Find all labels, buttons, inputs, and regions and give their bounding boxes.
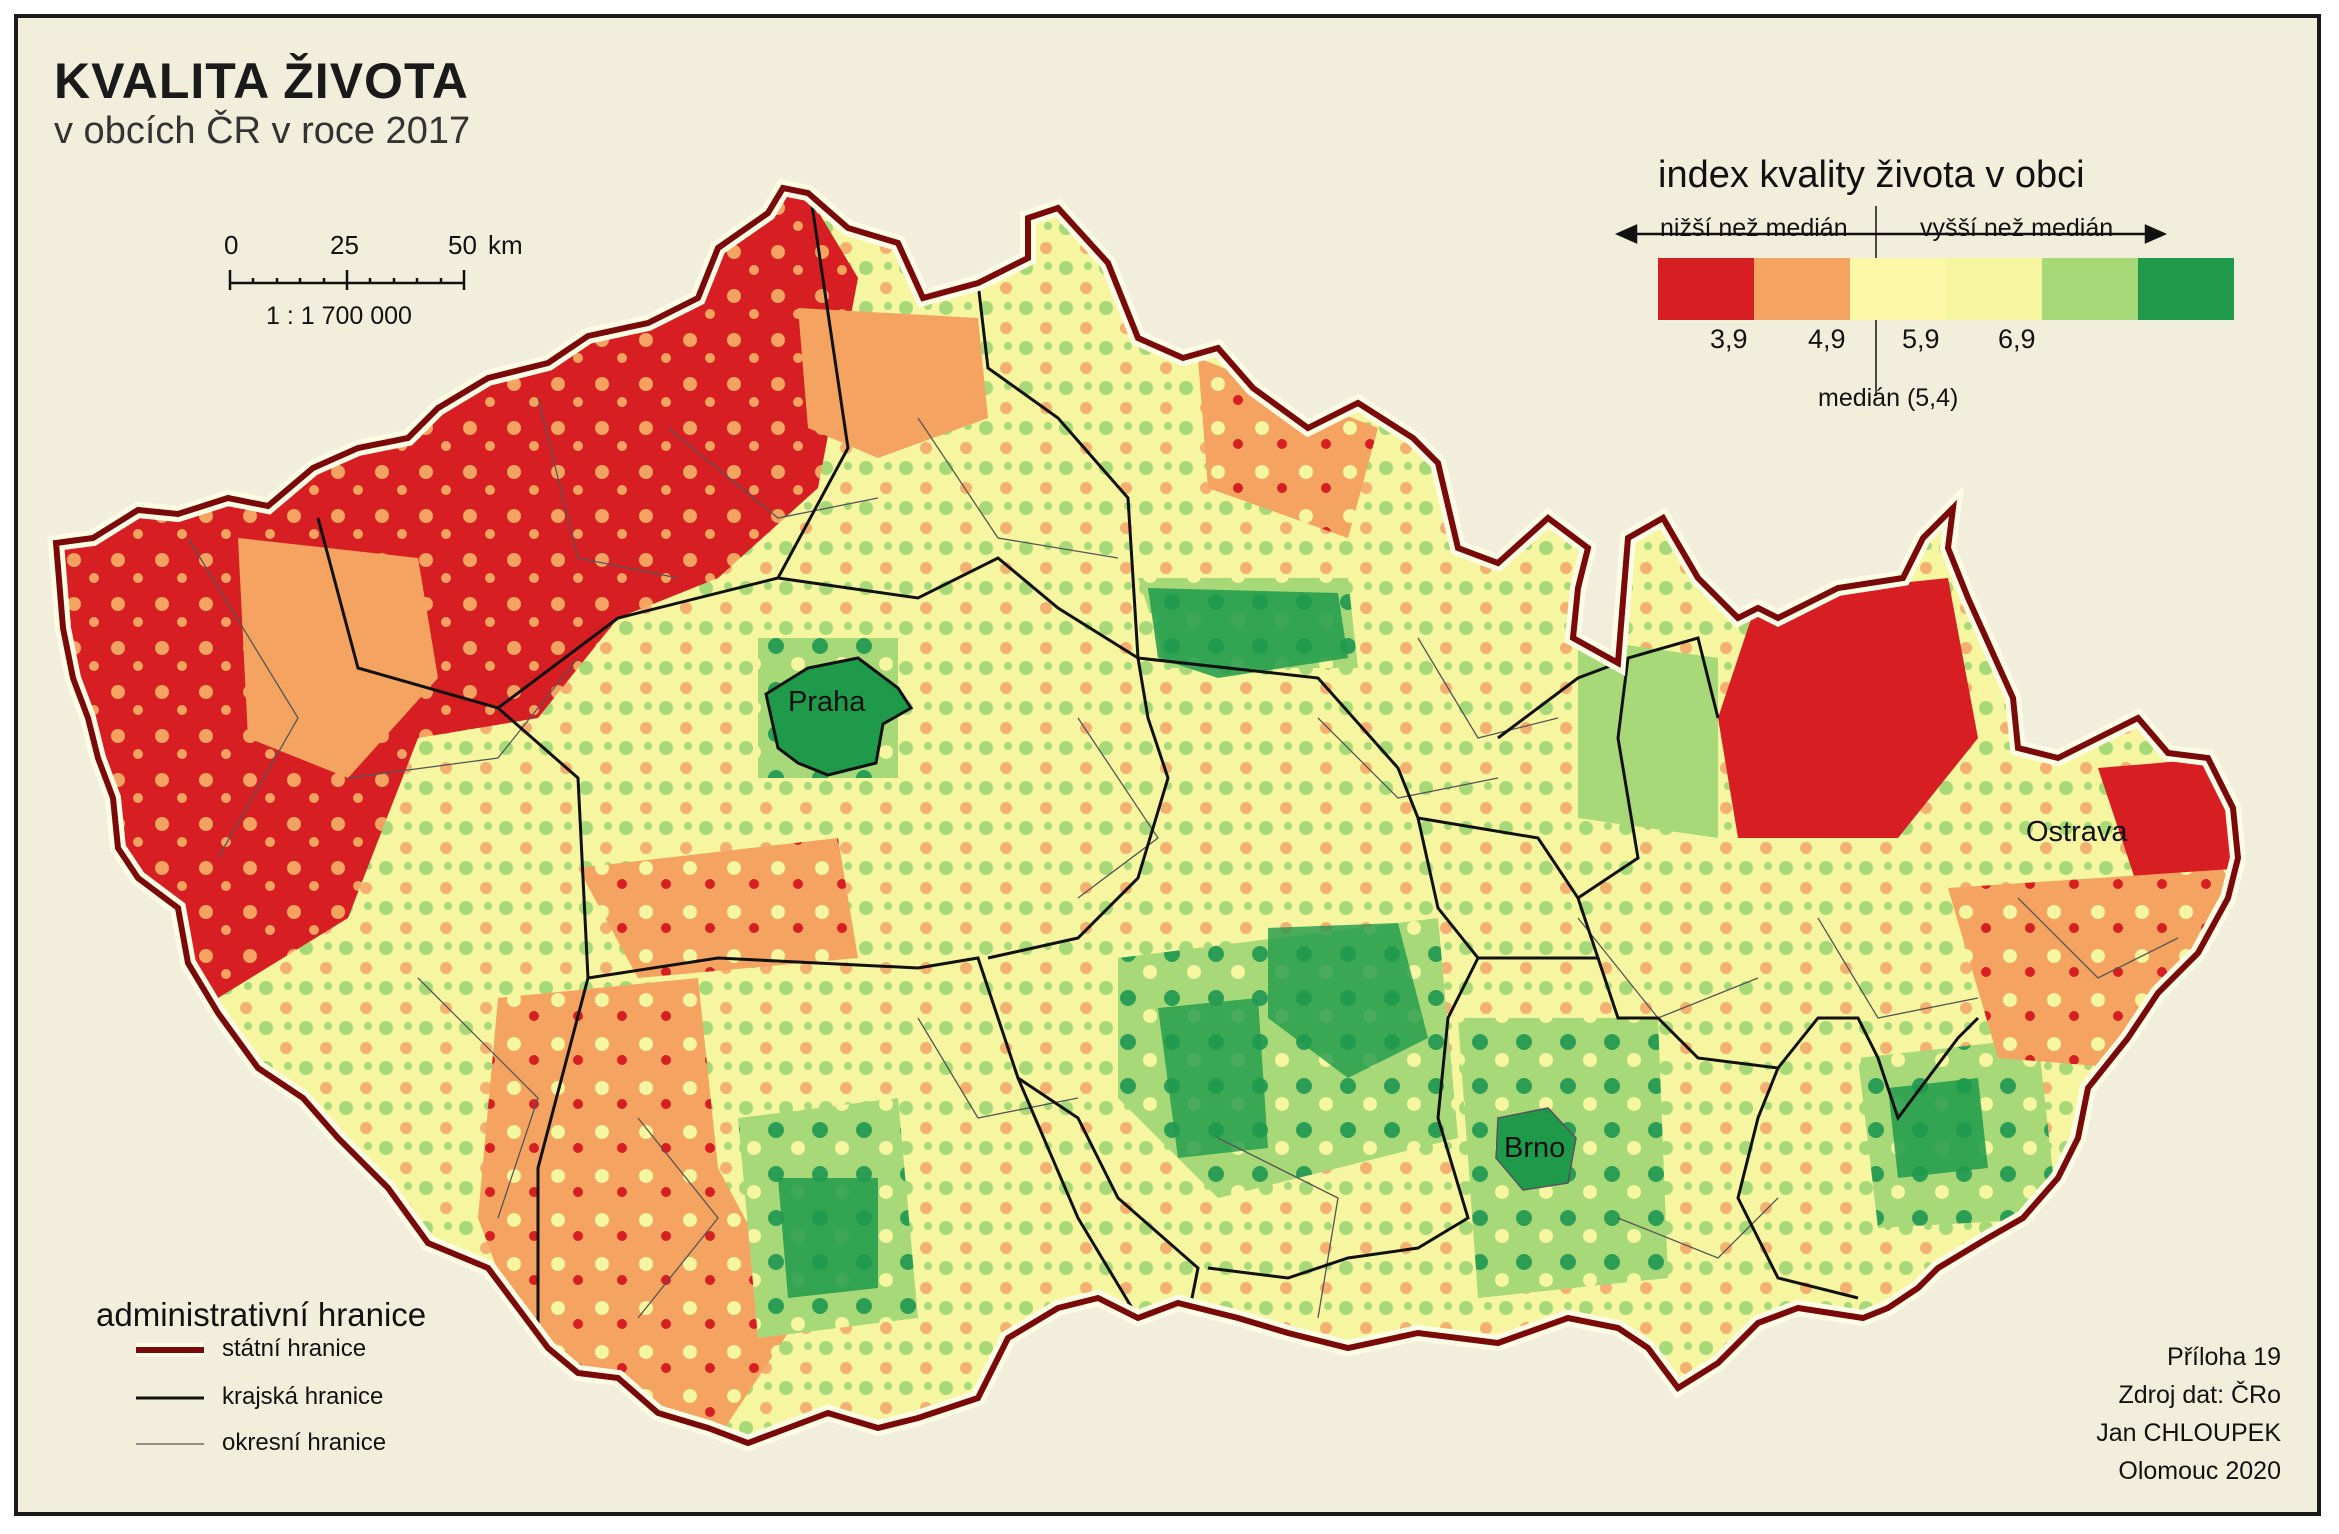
admin-legend-district: okresní hranice [222,1429,386,1457]
legend-break-2: 4,9 [1808,324,1846,354]
map-subtitle: v obcích ČR v roce 2017 [54,110,471,152]
credit-author: Jan CHLOUPEK [2096,1419,2281,1447]
admin-legend-region-label: krajská hranice [222,1383,384,1410]
credit-place-year: Olomouc 2020 [2118,1457,2281,1485]
legend-bin-3 [1850,258,1946,320]
city-label-brno: Brno [1504,1132,1566,1164]
legend-title: index kvality života v obci [1658,154,2085,196]
choropleth-map [18,18,2321,1516]
legend-bin-6 [2138,258,2234,320]
legend-break-1: 3,9 [1710,324,1748,354]
city-label-praha: Praha [788,686,866,718]
legend-lower-label: nižší než medián [1660,214,1848,242]
admin-legend-district-label: okresní hranice [222,1429,387,1456]
legend-upper-label: vyšší než medián [1920,214,2114,242]
brno-border [1495,1107,1577,1191]
scale-bar [228,270,466,290]
region-borders [316,188,1980,1378]
credit-appendix: Příloha 19 [2167,1343,2281,1371]
scale-tick-25: 25 [330,230,359,260]
map-title: KVALITA ŽIVOTA [54,53,469,109]
city-label-ostrava: Ostrava [2026,816,2128,848]
credits: Příloha 19 Zdroj dat: ČRo Jan CHLOUPEK O… [2096,1338,2281,1490]
legend-bin-2 [1754,258,1850,320]
scale-ratio: 1 : 1 700 000 [266,302,412,330]
admin-legend-lines [136,1343,204,1445]
admin-legend-title: administrativní hranice [96,1296,427,1333]
map-frame: KVALITA ŽIVOTA v obcích ČR v roce 2017 0… [14,14,2321,1516]
admin-legend-region: krajská hranice [222,1383,383,1411]
scale-unit: km [488,230,523,260]
legend-bin-5 [2042,258,2138,320]
praha-border [764,656,914,777]
legend-bin-4 [1946,258,2042,320]
legend-median-label: medián (5,4) [1818,384,1959,412]
admin-legend-state-label: státní hranice [222,1335,367,1362]
legend-bin-1 [1658,258,1754,320]
scale-tick-50: 50 [448,230,477,260]
scale-tick-0: 0 [224,230,239,260]
admin-legend-state: státní hranice [222,1335,366,1363]
legend-break-3: 5,9 [1902,324,1940,354]
legend-break-4: 6,9 [1998,324,2036,354]
credit-source: Zdroj dat: ČRo [2118,1381,2281,1409]
legend-color-bins [1658,258,2234,320]
